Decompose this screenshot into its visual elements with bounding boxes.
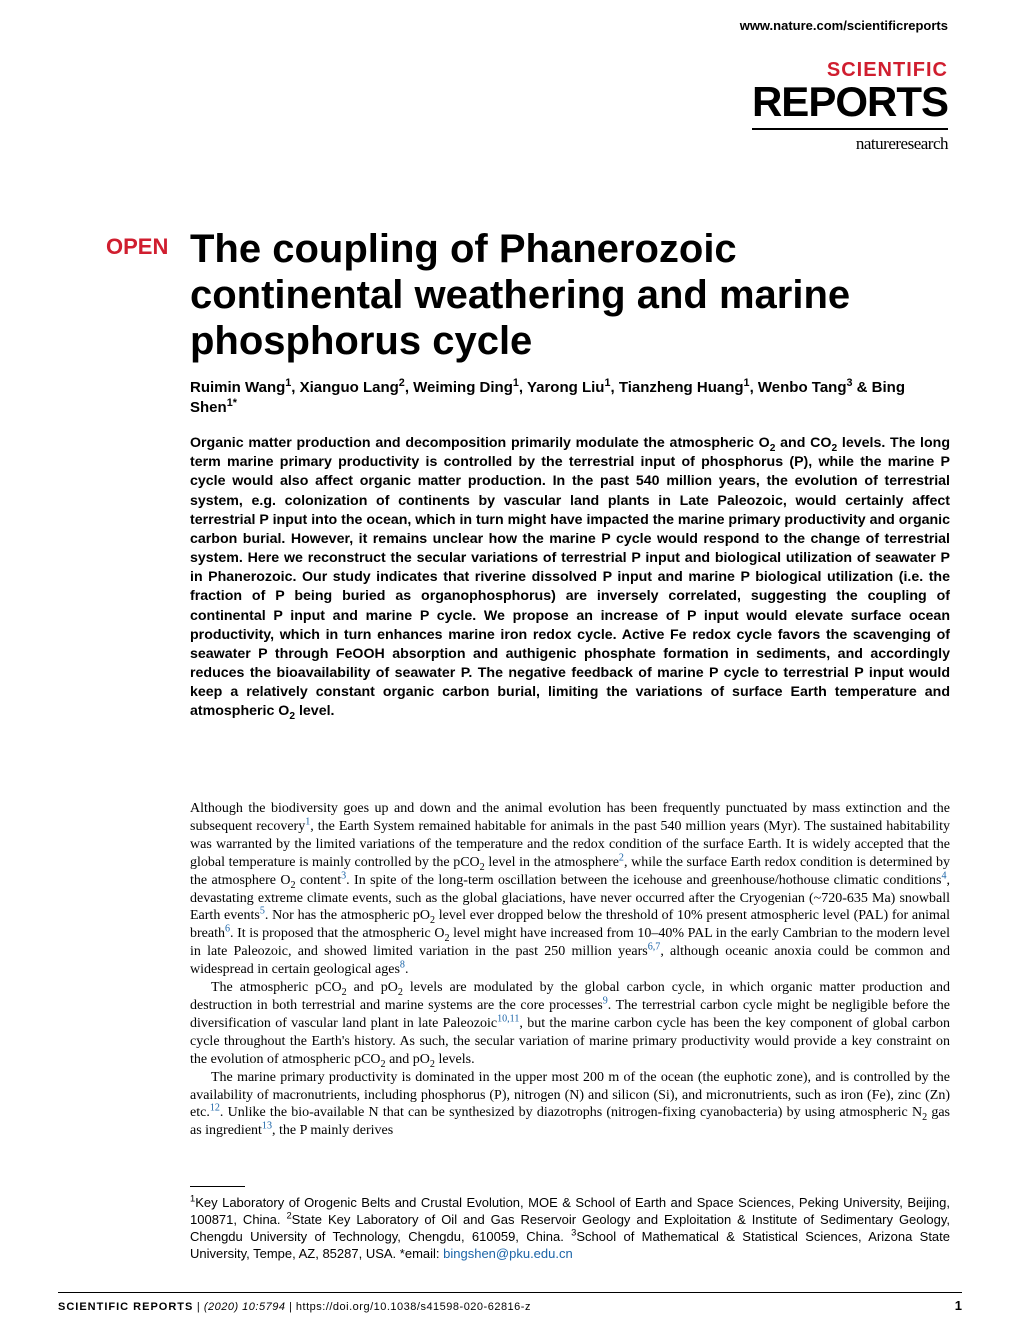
journal-logo: SCIENTIFIC REPORTS natureresearch (752, 60, 948, 154)
paragraph-1: Although the biodiversity goes up and do… (190, 800, 950, 979)
logo-sub: natureresearch (752, 134, 948, 154)
affiliations: 1Key Laboratory of Orogenic Belts and Cr… (190, 1194, 950, 1263)
footer-doi: | https://doi.org/10.1038/s41598-020-628… (289, 1301, 531, 1313)
footer: SCIENTIFIC REPORTS | (2020) 10:5794 | ht… (58, 1298, 962, 1313)
footer-citation: SCIENTIFIC REPORTS | (2020) 10:5794 | ht… (58, 1301, 531, 1313)
logo-rule (752, 128, 948, 130)
abstract: Organic matter production and decomposit… (190, 434, 950, 722)
header-url: www.nature.com/scientificreports (0, 0, 1020, 33)
page-number: 1 (955, 1298, 962, 1313)
footer-journal: SCIENTIFIC REPORTS (58, 1301, 193, 1313)
paragraph-3: The marine primary productivity is domin… (190, 1069, 950, 1141)
author-list: Ruimin Wang1, Xianguo Lang2, Weiming Din… (190, 378, 950, 419)
logo-line2: REPORTS (752, 82, 948, 122)
logo-line1: SCIENTIFIC (752, 60, 948, 80)
footer-cite: (2020) 10:5794 (204, 1301, 289, 1313)
affiliation-rule (190, 1186, 245, 1187)
footer-rule (58, 1292, 962, 1293)
open-access-badge: OPEN (106, 234, 168, 260)
article-title: The coupling of Phanerozoic continental … (190, 226, 950, 364)
paragraph-2: The atmospheric pCO2 and pO2 levels are … (190, 979, 950, 1069)
body-text: Although the biodiversity goes up and do… (190, 800, 950, 1140)
